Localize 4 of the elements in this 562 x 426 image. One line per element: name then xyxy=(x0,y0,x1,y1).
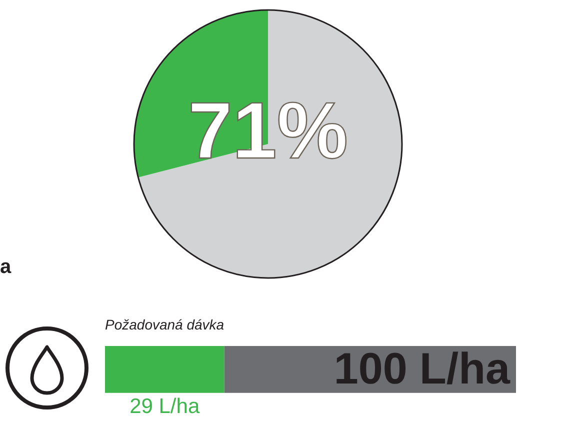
text: a xyxy=(0,256,12,279)
data-label: 29 L/ha xyxy=(130,395,200,418)
total-label: 100 L/ha xyxy=(334,344,511,394)
chart-title: Požadovaná dávka xyxy=(105,316,224,332)
